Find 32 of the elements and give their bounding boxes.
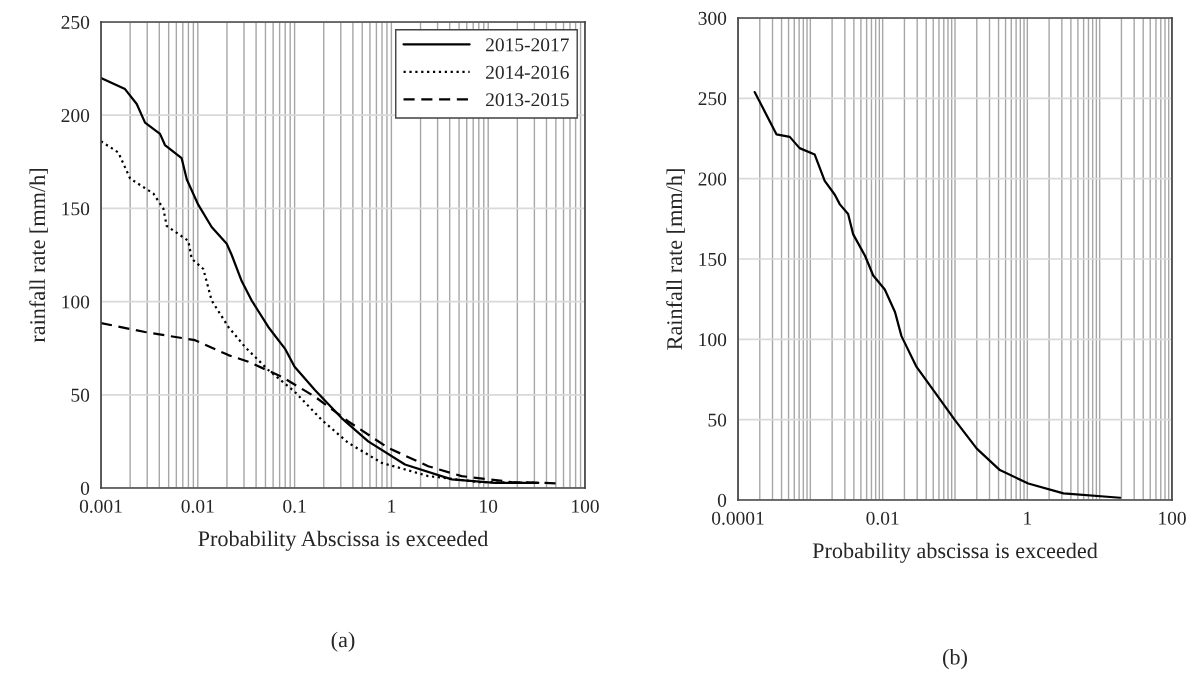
legend-label: 2013-2015 — [486, 93, 569, 107]
x-tick-label: 1 — [388, 499, 396, 513]
x-tick-label: 100 — [1159, 511, 1186, 525]
y-tick-label: 300 — [698, 11, 727, 25]
y-tick-label: 100 — [62, 295, 90, 309]
y-tick-label: 50 — [71, 388, 90, 402]
y-tick-label: 50 — [708, 413, 727, 427]
y-tick-label: 150 — [699, 252, 727, 266]
x-axis-title: Probability abscissa is exceeded — [812, 542, 1098, 563]
y-tick-label: 100 — [699, 333, 727, 347]
x-tick-label: 0.01 — [181, 499, 214, 513]
y-tick-label: 0 — [717, 493, 727, 507]
y-tick-label: 150 — [62, 202, 90, 216]
y-tick-label: 0 — [80, 481, 90, 495]
x-tick-label: 100 — [572, 499, 599, 513]
y-tick-label: 250 — [61, 15, 90, 29]
y-axis-title: rainfall rate [mm/h] — [29, 169, 48, 343]
text: (b) — [943, 648, 967, 670]
y-tick-label: 250 — [698, 92, 727, 106]
x-tick-label: 0.1 — [283, 499, 306, 513]
x-tick-label: 0.01 — [866, 511, 899, 525]
y-tick-label: 200 — [698, 172, 727, 186]
y-tick-label: 200 — [61, 109, 90, 123]
x-tick-label: 0.0001 — [712, 511, 764, 525]
x-tick-label: 0.001 — [79, 499, 122, 513]
legend-label: 2015-2017 — [486, 38, 569, 52]
text: (a) — [331, 631, 355, 652]
x-tick-label: 1 — [1024, 511, 1032, 525]
legend-label: 2014-2016 — [486, 65, 569, 79]
x-tick-label: 10 — [480, 499, 498, 513]
x-axis-title: Probability Abscissa is exceeded — [198, 530, 489, 551]
y-axis-title: Rainfall rate [mm/h] — [666, 169, 685, 350]
